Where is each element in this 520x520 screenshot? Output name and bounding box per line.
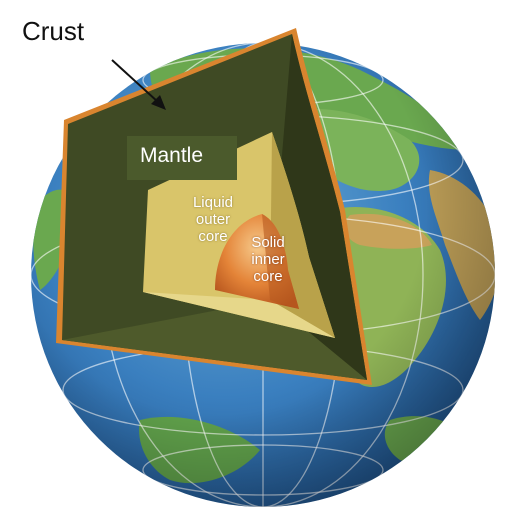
outer-core-label: Liquid outer core bbox=[192, 194, 234, 245]
inner-core-side-face bbox=[262, 214, 299, 309]
crust-label: Crust bbox=[22, 16, 85, 46]
mantle-label-box bbox=[127, 136, 237, 180]
mantle-label: Mantle bbox=[140, 144, 204, 167]
crust-pointer-arrowhead bbox=[151, 95, 166, 110]
crust-pointer-arrow bbox=[111, 59, 159, 103]
inner-core-label: Solid inner core bbox=[251, 234, 285, 285]
outer-core-bottom-face bbox=[143, 292, 335, 338]
